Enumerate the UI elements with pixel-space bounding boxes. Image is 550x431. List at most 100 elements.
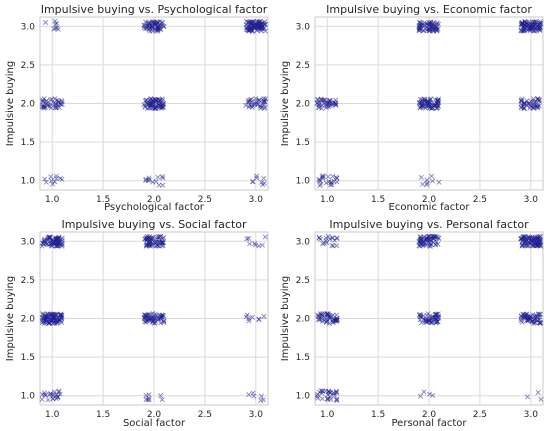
data-point: [261, 175, 267, 181]
data-point: [246, 392, 252, 398]
y-tick-label: 3.0: [296, 237, 311, 247]
data-point: [426, 103, 432, 109]
data-point: [144, 233, 150, 239]
data-point: [417, 96, 423, 102]
x-tick-label: 2.0: [422, 195, 437, 205]
data-point: [43, 179, 49, 185]
data-point: [59, 242, 65, 248]
data-point: [330, 319, 336, 325]
data-point: [50, 395, 56, 401]
data-point: [250, 103, 256, 109]
x-tick-label: 3.0: [524, 195, 539, 205]
data-point: [154, 242, 160, 248]
data-point: [161, 318, 167, 324]
data-point: [156, 234, 162, 240]
subplot-psychological: Impulsive buying vs. Psychological facto…: [5, 3, 269, 213]
data-point: [47, 234, 53, 240]
data-point: [52, 242, 58, 249]
data-point: [59, 235, 65, 241]
data-point: [59, 176, 65, 182]
data-point: [258, 397, 264, 403]
y-tick-label: 1.5: [21, 353, 35, 363]
y-tick-label: 3.0: [21, 22, 36, 32]
data-point: [39, 320, 45, 326]
data-point: [39, 396, 45, 402]
data-point: [418, 174, 424, 180]
data-point: [434, 105, 440, 111]
data-point: [526, 26, 532, 32]
x-axis-label: Personal factor: [392, 418, 468, 429]
data-point: [141, 25, 147, 31]
data-point: [417, 313, 423, 319]
data-point: [59, 243, 65, 249]
x-tick-label: 3.0: [249, 410, 264, 420]
point-series: [39, 18, 269, 188]
data-point: [417, 241, 423, 247]
data-point: [40, 97, 46, 103]
data-point: [317, 317, 323, 323]
data-point: [430, 26, 436, 32]
data-point: [316, 176, 322, 182]
y-axis-label: Impulsive buying: [5, 276, 16, 361]
data-point: [153, 319, 159, 325]
data-point: [152, 98, 158, 104]
data-point: [320, 241, 326, 247]
data-point: [41, 105, 47, 111]
data-point: [159, 397, 165, 403]
subplot-title: Impulsive buying vs. Economic factor: [326, 3, 532, 16]
x-tick-label: 3.0: [249, 195, 264, 205]
data-point: [256, 243, 262, 249]
data-point: [48, 174, 54, 180]
x-tick-label: 1.0: [45, 410, 60, 420]
data-point: [158, 105, 164, 111]
y-tick-label: 2.5: [296, 276, 310, 286]
x-tick-label: 2.5: [198, 410, 212, 420]
y-tick-label: 1.5: [296, 138, 310, 148]
data-point: [324, 396, 330, 402]
data-point: [421, 242, 427, 248]
data-point: [519, 238, 525, 244]
data-point: [321, 240, 327, 246]
x-tick-label: 1.5: [96, 410, 110, 420]
data-point: [250, 390, 256, 396]
data-point: [262, 28, 268, 34]
data-point: [520, 103, 526, 109]
y-tick-label: 2.0: [21, 100, 36, 110]
data-point: [247, 241, 253, 247]
data-point: [532, 235, 538, 241]
data-point: [330, 243, 336, 249]
data-point: [262, 104, 268, 110]
data-point: [433, 319, 439, 325]
y-tick-label: 1.0: [21, 392, 36, 402]
data-point: [416, 28, 422, 34]
y-axis-label: Impulsive buying: [280, 61, 291, 146]
data-point: [535, 105, 541, 111]
data-point: [520, 28, 526, 34]
data-point: [254, 175, 260, 181]
data-point: [142, 316, 148, 322]
data-point: [520, 242, 526, 248]
subplot-social: Impulsive buying vs. Social factor Socia…: [5, 218, 269, 429]
data-point: [429, 178, 436, 184]
data-point: [160, 182, 166, 188]
y-tick-label: 3.0: [296, 22, 311, 32]
data-point: [45, 316, 51, 322]
data-point: [427, 99, 433, 105]
data-point: [332, 100, 338, 106]
data-point: [149, 236, 155, 242]
data-point: [326, 179, 332, 185]
data-point: [325, 174, 331, 180]
data-point: [246, 235, 252, 241]
data-point: [425, 26, 431, 32]
data-point: [243, 314, 249, 320]
data-point: [243, 18, 250, 24]
data-point: [314, 393, 320, 399]
data-point: [429, 173, 435, 179]
data-point: [42, 176, 48, 182]
data-point: [519, 242, 525, 248]
x-axis-label: Economic factor: [389, 202, 471, 213]
data-point: [326, 388, 332, 394]
data-point: [158, 314, 164, 320]
y-tick-label: 2.5: [21, 61, 35, 71]
